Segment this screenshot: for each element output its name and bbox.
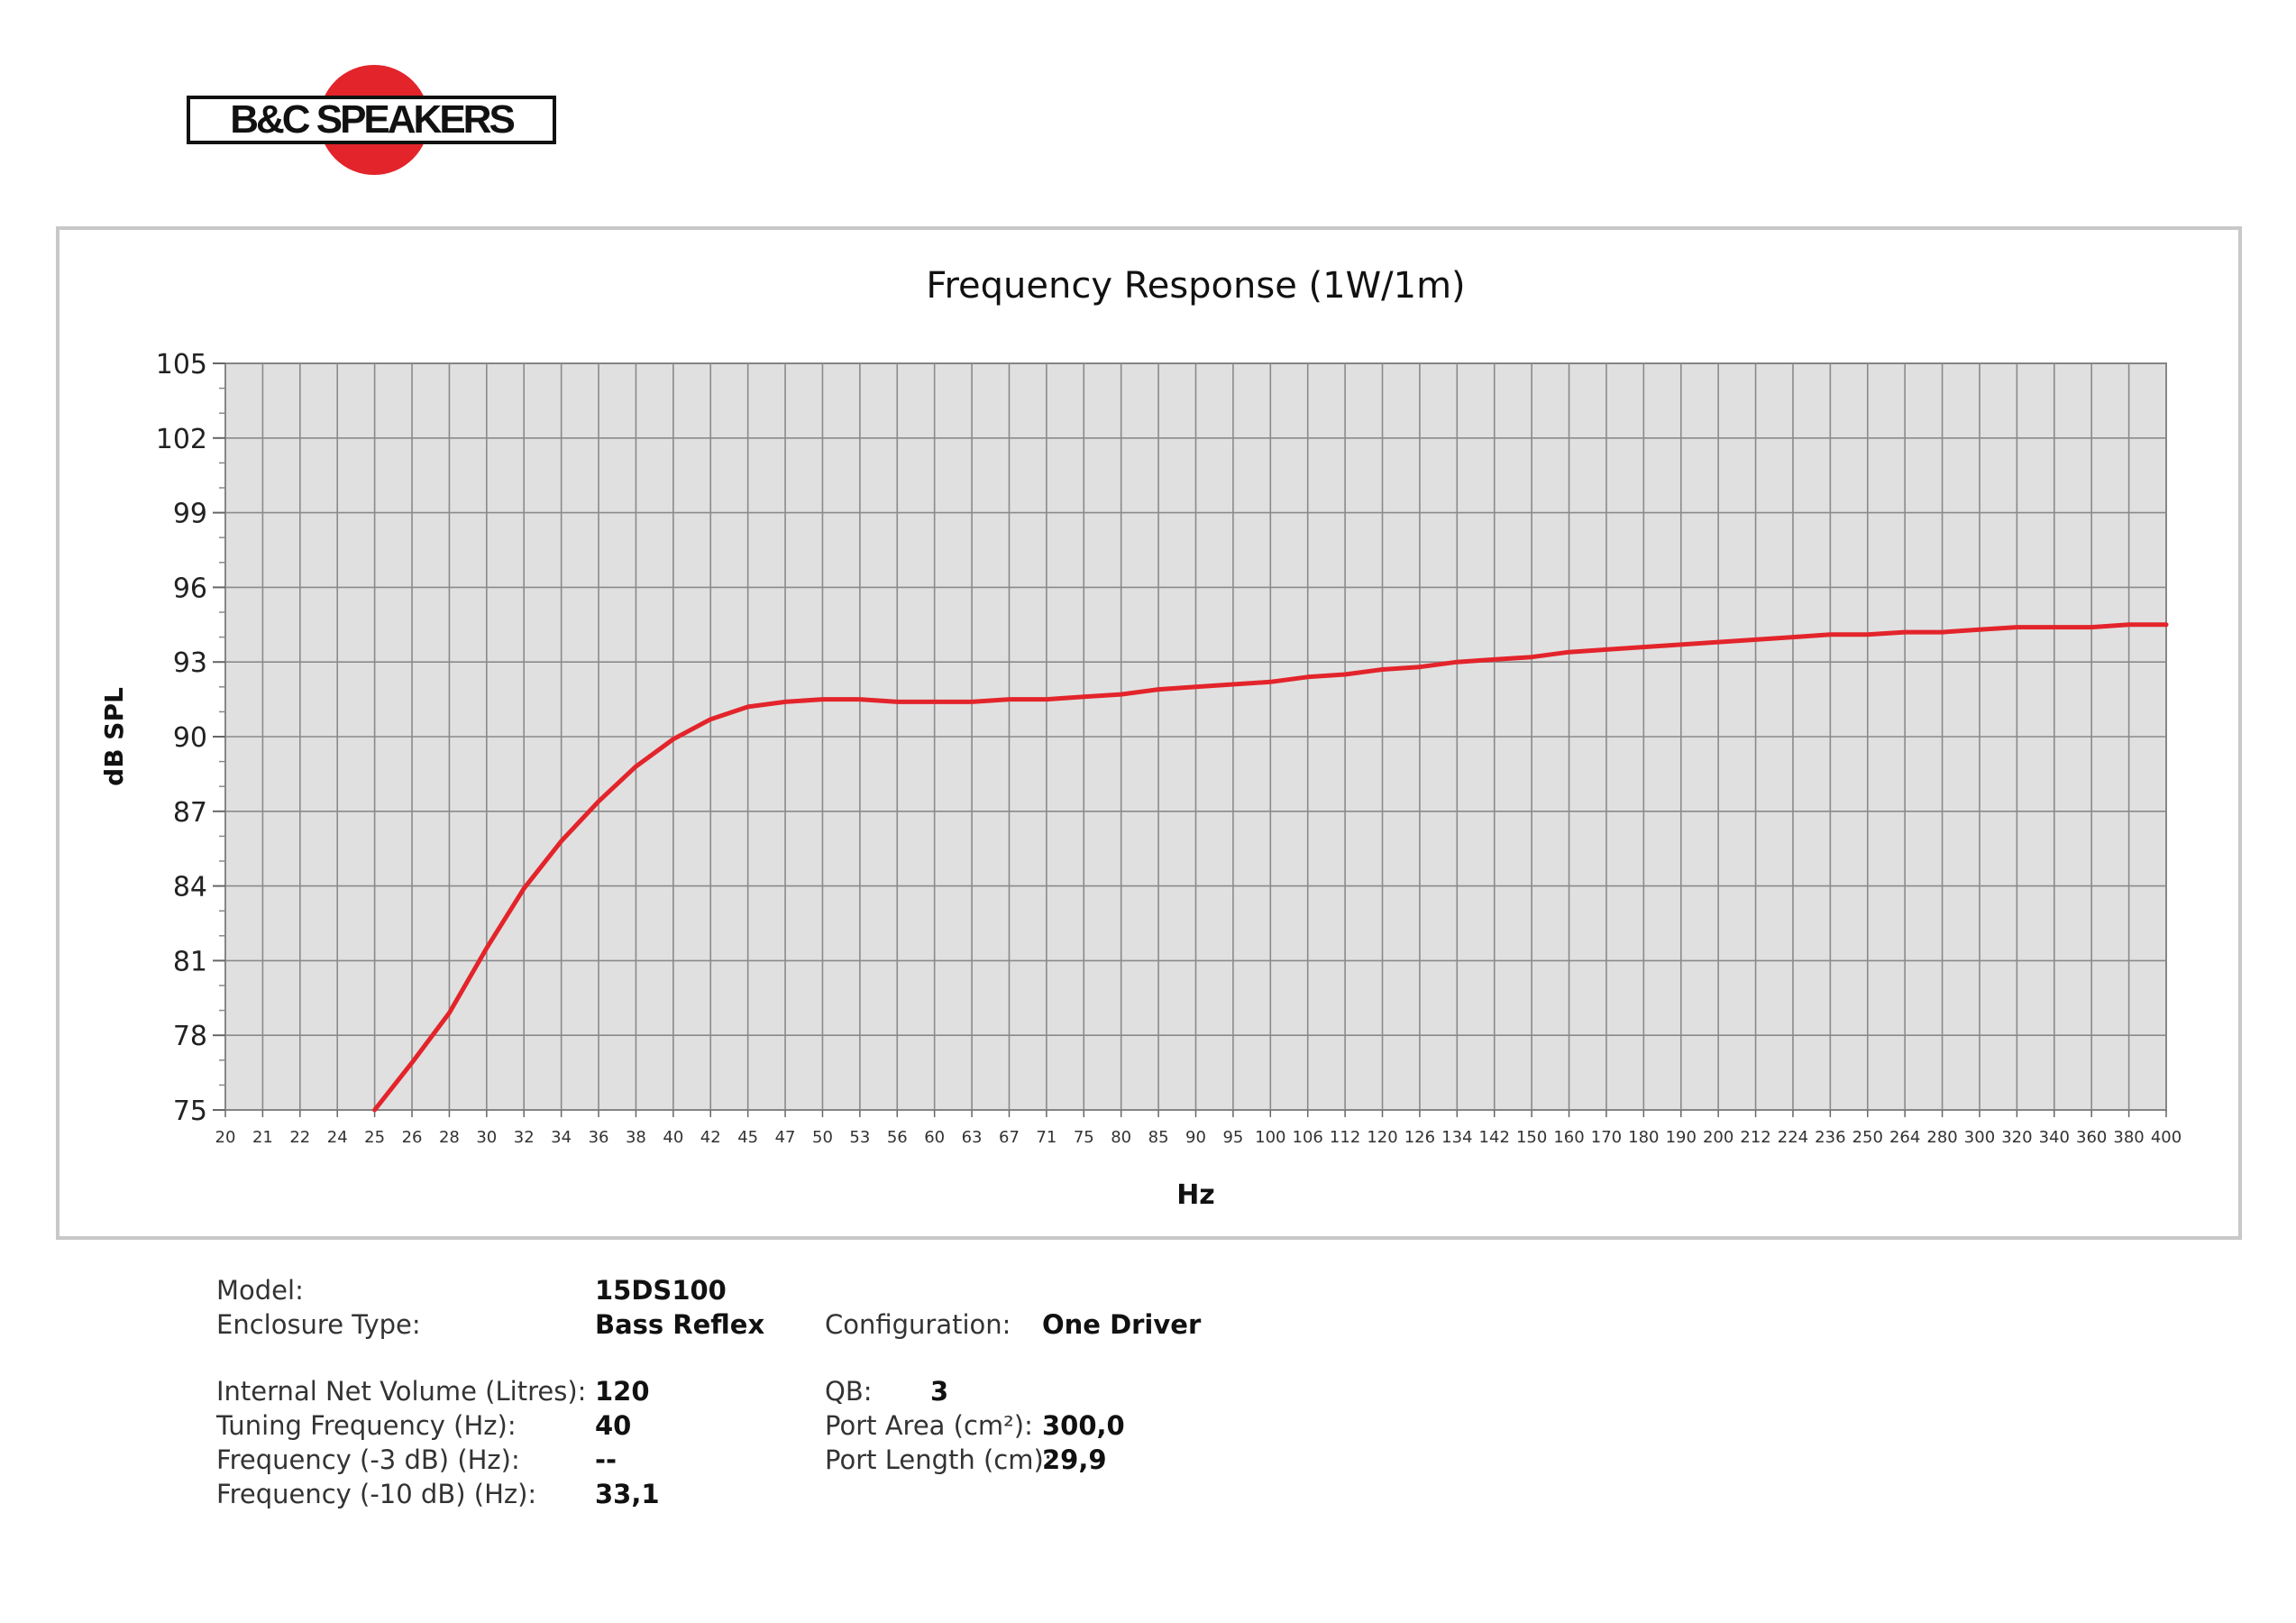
y-tick-label: 102 [156,424,207,455]
port-area-value: 300,0 [1042,1410,1125,1441]
x-tick-label: 36 [589,1128,609,1147]
port-length-label: Port Length (cm): [825,1444,1053,1475]
chart-title: Frequency Response (1W/1m) [926,265,1465,307]
x-tick-label: 30 [476,1128,497,1147]
x-tick-label: 142 [1479,1128,1510,1147]
qb-label: QB: [825,1376,873,1407]
x-tick-label: 106 [1293,1128,1323,1147]
enclosure-type-value: Bass Reflex [595,1309,765,1340]
x-tick-label: 71 [1036,1128,1057,1147]
x-tick-label: 126 [1404,1128,1435,1147]
frequency-3db-label: Frequency (-3 dB) (Hz): [216,1444,520,1475]
tuning-frequency-value: 40 [595,1410,632,1441]
x-tick-label: 85 [1148,1128,1169,1147]
y-tick-label: 84 [173,872,207,903]
x-tick-label: 300 [1964,1128,1995,1147]
x-tick-label: 20 [215,1128,236,1147]
x-tick-label: 280 [1926,1128,1957,1147]
x-tick-label: 24 [327,1128,348,1147]
x-tick-label: 80 [1111,1128,1131,1147]
brand-logo: B&C SPEAKERS [187,65,556,175]
x-tick-label: 26 [402,1128,423,1147]
x-tick-label: 28 [439,1128,460,1147]
x-tick-label: 120 [1367,1128,1397,1147]
y-tick-label: 81 [173,946,207,977]
frequency-response-line [372,622,2169,1113]
x-tick-label: 236 [1815,1128,1845,1147]
x-tick-label: 95 [1222,1128,1243,1147]
x-tick-label: 63 [962,1128,983,1147]
y-tick-label: 87 [173,797,207,829]
y-tick-label: 75 [173,1096,207,1127]
frequency-10db-value: 33,1 [595,1479,660,1509]
net-volume-value: 120 [595,1376,650,1407]
y-tick-label: 93 [173,647,207,679]
x-tick-label: 340 [2039,1128,2070,1147]
net-volume-label: Internal Net Volume (Litres): [216,1376,587,1407]
x-tick-label: 42 [700,1128,721,1147]
frequency-10db-label: Frequency (-10 dB) (Hz): [216,1479,537,1509]
port-length-value: 29,9 [1042,1444,1107,1475]
x-tick-label: 60 [924,1128,945,1147]
x-tick-label: 112 [1330,1128,1360,1147]
model-value: 15DS100 [595,1275,727,1306]
x-tick-label: 100 [1255,1128,1285,1147]
x-tick-label: 160 [1553,1128,1584,1147]
x-tick-label: 150 [1516,1128,1547,1147]
qb-value: 3 [930,1376,949,1407]
x-tick-label: 134 [1441,1128,1472,1147]
enclosure-type-label: Enclosure Type: [216,1309,421,1340]
x-tick-label: 264 [1889,1128,1920,1147]
x-tick-label: 90 [1185,1128,1206,1147]
y-tick-label: 90 [173,722,207,754]
x-tick-label: 25 [364,1128,385,1147]
x-tick-label: 250 [1852,1128,1883,1147]
model-label: Model: [216,1275,304,1306]
x-tick-label: 47 [775,1128,796,1147]
x-tick-label: 212 [1740,1128,1770,1147]
y-tick-label: 78 [173,1021,207,1052]
logo-banner [187,96,556,144]
y-tick-label: 99 [173,499,207,530]
x-tick-label: 56 [887,1128,908,1147]
configuration-value: One Driver [1042,1309,1202,1340]
x-tick-label: 50 [812,1128,833,1147]
x-tick-label: 380 [2113,1128,2144,1147]
frequency-3db-value: -- [595,1444,617,1475]
x-tick-label: 75 [1074,1128,1094,1147]
x-axis-label: Hz [1176,1179,1215,1211]
frequency-response-chart: Frequency Response (1W/1m) 75 78 81 84 87 90 93… [99,265,2182,1211]
x-tick-label: 45 [737,1128,758,1147]
tuning-frequency-label: Tuning Frequency (Hz): [216,1410,517,1441]
x-tick-label: 21 [252,1128,273,1147]
x-tick-label: 34 [551,1128,572,1147]
x-tick-label: 360 [2076,1128,2107,1147]
x-tick-label: 180 [1628,1128,1659,1147]
y-tick-label: 96 [173,573,207,604]
x-tick-label: 400 [2151,1128,2182,1147]
x-tick-label: 40 [663,1128,683,1147]
x-tick-label: 67 [999,1128,1020,1147]
x-tick-label: 32 [514,1128,535,1147]
x-tick-label: 320 [2001,1128,2032,1147]
x-tick-label: 200 [1703,1128,1733,1147]
x-tick-label: 224 [1778,1128,1808,1147]
x-tick-label: 53 [849,1128,870,1147]
port-area-label: Port Area (cm²): [825,1410,1033,1441]
configuration-label: Configuration: [825,1309,1011,1340]
logo-text: B&C SPEAKERS [230,97,514,142]
y-axis-label: dB SPL [99,687,129,786]
x-tick-label: 38 [626,1128,646,1147]
x-tick-label: 190 [1666,1128,1697,1147]
y-tick-label: 105 [156,349,207,381]
chart-panel: Frequency Response (1W/1m) 75 78 81 84 87 90 93… [56,226,2242,1240]
x-tick-label: 170 [1591,1128,1622,1147]
x-tick-label: 22 [289,1128,310,1147]
